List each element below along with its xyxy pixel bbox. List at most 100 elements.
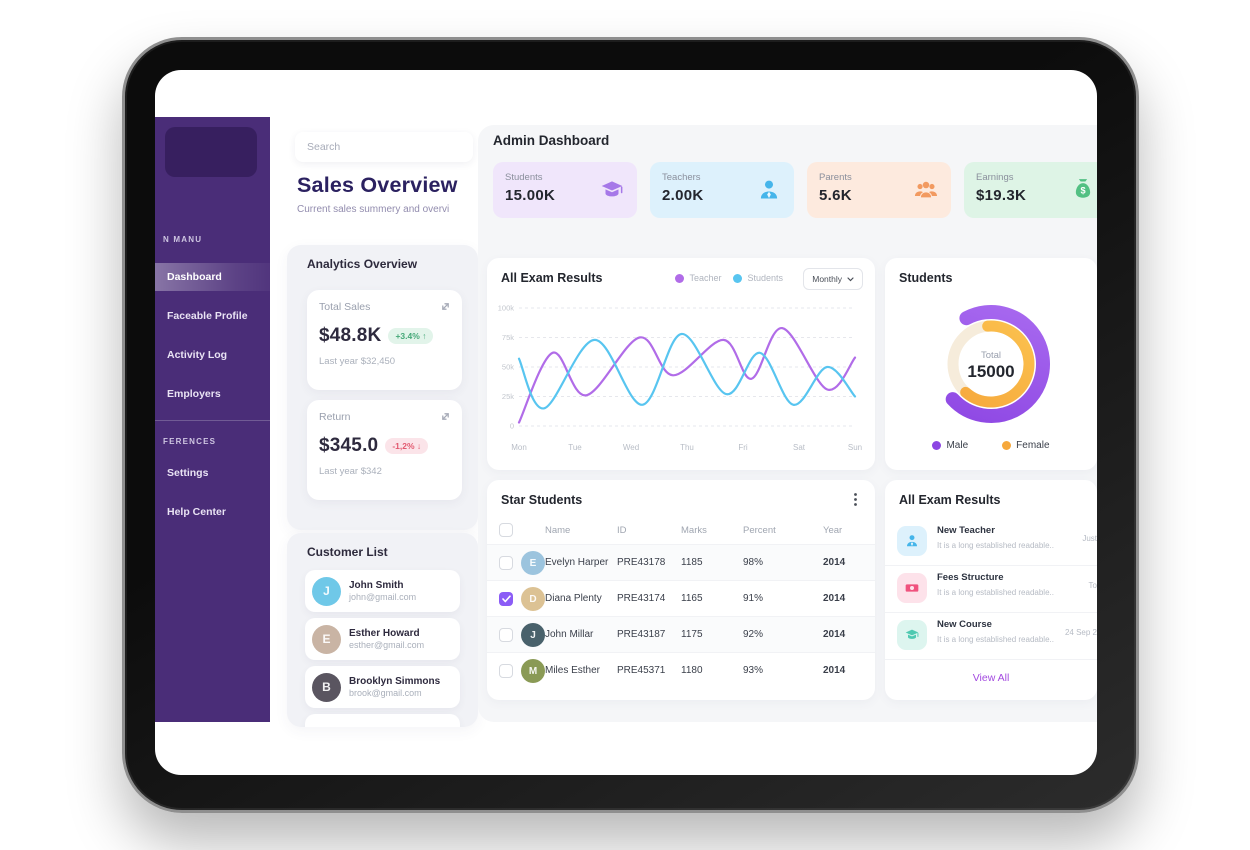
- sidebar-nav-preferences: Settings Help Center: [155, 459, 270, 537]
- svg-text:Total: Total: [981, 350, 1001, 361]
- cell-percent: 93%: [743, 665, 764, 676]
- cell-marks: 1185: [681, 557, 703, 568]
- notification-item[interactable]: New Course It is a long established reada…: [885, 612, 1097, 660]
- legend-item-students: Students: [733, 273, 783, 283]
- sidebar-item-label: Activity Log: [167, 349, 228, 361]
- svg-text:Thu: Thu: [680, 443, 694, 452]
- kebab-menu-icon[interactable]: [850, 491, 861, 508]
- range-selector-value: Monthly: [812, 274, 842, 284]
- customer-list-item[interactable]: E Esther Howard esther@gmail.com: [305, 618, 460, 660]
- cell-percent: 92%: [743, 629, 764, 640]
- stat-value: 2.00K: [662, 187, 704, 204]
- svg-text:Sat: Sat: [793, 443, 806, 452]
- admin-dashboard-title: Admin Dashboard: [493, 133, 610, 148]
- cell-year: 2014: [823, 629, 846, 640]
- table-row[interactable]: D Diana Plenty PRE43174 1165 91% 2014: [487, 580, 875, 617]
- svg-text:50k: 50k: [502, 363, 514, 372]
- notification-desc: It is a long established readable..: [937, 588, 1054, 597]
- row-checkbox[interactable]: [499, 592, 513, 606]
- students-donut-title: Students: [899, 271, 953, 285]
- customer-name: Esther Howard: [349, 627, 420, 639]
- money-bag-icon: $: [1070, 177, 1096, 203]
- legend-label: Teacher: [689, 273, 722, 283]
- stat-card-students: Students 15.00K: [493, 162, 637, 218]
- cell-id: PRE43187: [617, 629, 666, 640]
- row-checkbox[interactable]: [499, 628, 513, 642]
- sidebar-item-activity-log[interactable]: Activity Log: [155, 341, 270, 369]
- page-subtitle: Current sales summery and overvi: [297, 204, 450, 215]
- stat-card-teachers: Teachers 2.00K: [650, 162, 794, 218]
- expand-icon[interactable]: [440, 301, 451, 312]
- exam-chart-legend: Teacher Students: [675, 273, 783, 283]
- stat-card-parents: Parents 5.6K: [807, 162, 951, 218]
- sidebar-item-label: Faceable Profile: [167, 310, 248, 322]
- graduation-cap-icon: [599, 177, 625, 203]
- sidebar-item-faceable-profile[interactable]: Faceable Profile: [155, 302, 270, 330]
- avatar: J: [312, 576, 341, 606]
- table-row[interactable]: M Miles Esther PRE45371 1180 93% 2014: [487, 652, 875, 689]
- notification-time: 24 Sep 2: [1064, 628, 1097, 637]
- sidebar-item-employers[interactable]: Employers: [155, 380, 270, 408]
- cell-year: 2014: [823, 593, 846, 604]
- exam-notifications-card: All Exam Results New Teacher It is a long…: [885, 480, 1097, 700]
- sidebar-item-label: Help Center: [167, 506, 226, 518]
- customer-name: Brooklyn Simmons: [349, 675, 441, 687]
- exam-chart-title: All Exam Results: [501, 271, 603, 285]
- svg-text:0: 0: [510, 422, 514, 431]
- notification-title: New Teacher: [937, 525, 995, 536]
- svg-text:Sun: Sun: [848, 443, 862, 452]
- sidebar-item-help-center[interactable]: Help Center: [155, 498, 270, 526]
- donut-legend-item-female: Female: [1002, 440, 1050, 451]
- metric-card-return: Return $345.0 -1,2% ↓ Last year $342: [307, 400, 462, 500]
- range-selector-dropdown[interactable]: Monthly: [803, 268, 863, 290]
- tablet-frame: N MANU Dashboard Faceable Profile Activity…: [122, 37, 1139, 813]
- table-row[interactable]: E Evelyn Harper PRE43178 1185 98% 2014: [487, 544, 875, 581]
- star-students-title: Star Students: [501, 493, 583, 507]
- exam-notifications-title: All Exam Results: [899, 493, 1001, 507]
- customer-email: john@gmail.com: [349, 591, 417, 602]
- column-header: Year: [823, 525, 843, 536]
- analytics-overview-panel: Analytics Overview Total Sales $48.8K +3.4…: [287, 245, 478, 530]
- svg-text:100k: 100k: [498, 304, 515, 313]
- avatar: D: [521, 587, 545, 611]
- search-placeholder: Search: [307, 141, 341, 153]
- legend-dot: [675, 273, 685, 283]
- expand-icon[interactable]: [440, 411, 451, 422]
- row-checkbox[interactable]: [499, 664, 513, 678]
- star-students-card: Star Students Name ID Marks Percent Year E Eve…: [487, 480, 875, 700]
- stat-card-earnings: Earnings $19.3K $: [964, 162, 1097, 218]
- sidebar-item-label: Employers: [167, 388, 221, 400]
- metric-footnote: Last year $342: [319, 466, 382, 477]
- metric-value: $345.0: [319, 435, 379, 456]
- notification-item[interactable]: New Teacher It is a long established read…: [885, 518, 1097, 566]
- sidebar-divider: [155, 420, 270, 421]
- row-checkbox[interactable]: [499, 556, 513, 570]
- svg-text:Wed: Wed: [623, 443, 639, 452]
- customer-name: John Smith: [349, 579, 404, 591]
- legend-label: Male: [946, 440, 969, 451]
- cell-percent: 91%: [743, 593, 764, 604]
- svg-text:$: $: [1080, 185, 1085, 195]
- customer-list-item[interactable]: B Brooklyn Simmons brook@gmail.com: [305, 666, 460, 708]
- sidebar-item-label: Settings: [167, 467, 209, 479]
- column-header: ID: [617, 525, 627, 536]
- cell-year: 2014: [823, 665, 846, 676]
- column-header: Marks: [681, 525, 707, 536]
- customer-list-item-partial[interactable]: [305, 714, 460, 727]
- sidebar-item-settings[interactable]: Settings: [155, 459, 270, 487]
- sidebar-item-dashboard[interactable]: Dashboard: [155, 263, 270, 291]
- customer-list-item[interactable]: J John Smith john@gmail.com: [305, 570, 460, 612]
- chevron-down-icon: [847, 276, 854, 281]
- select-all-checkbox[interactable]: [499, 523, 513, 537]
- search-input[interactable]: Search: [295, 132, 473, 162]
- table-header: Name ID Marks Percent Year: [487, 520, 875, 544]
- svg-text:25k: 25k: [502, 392, 514, 401]
- tablet-screen: N MANU Dashboard Faceable Profile Activity…: [155, 70, 1097, 775]
- table-row[interactable]: J John Millar PRE43187 1175 92% 2014: [487, 616, 875, 653]
- view-all-button[interactable]: View All: [972, 672, 1010, 684]
- stat-label: Earnings: [976, 172, 1014, 183]
- sidebar: N MANU Dashboard Faceable Profile Activity…: [155, 117, 270, 722]
- notification-item[interactable]: Fees Structure It is a long established r…: [885, 565, 1097, 613]
- exam-results-line-chart: 100k 75k 50k 25k 0 Mon Tue Wed Thu Fri Sat Sun: [493, 298, 869, 456]
- stat-value: $19.3K: [976, 187, 1027, 204]
